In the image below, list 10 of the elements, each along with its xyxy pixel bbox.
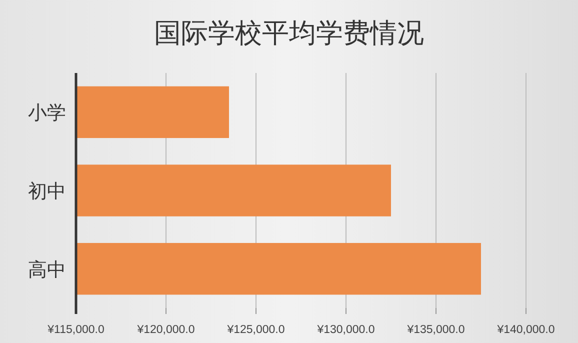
- x-tick-label: ¥115,000.0: [46, 324, 104, 336]
- x-tick-label: ¥125,000.0: [226, 324, 285, 336]
- x-tick-label: ¥120,000.0: [136, 324, 195, 336]
- chart-title: 国际学校平均学费情况: [154, 18, 424, 48]
- y-tick-label: 小学: [28, 103, 66, 124]
- y-tick-label: 高中: [28, 258, 66, 281]
- x-tick-label: ¥130,000.0: [316, 324, 375, 336]
- y-tick-label: 初中: [28, 180, 66, 202]
- x-tick-label: ¥140,000.0: [496, 324, 555, 336]
- x-tick-label: ¥135,000.0: [406, 324, 465, 336]
